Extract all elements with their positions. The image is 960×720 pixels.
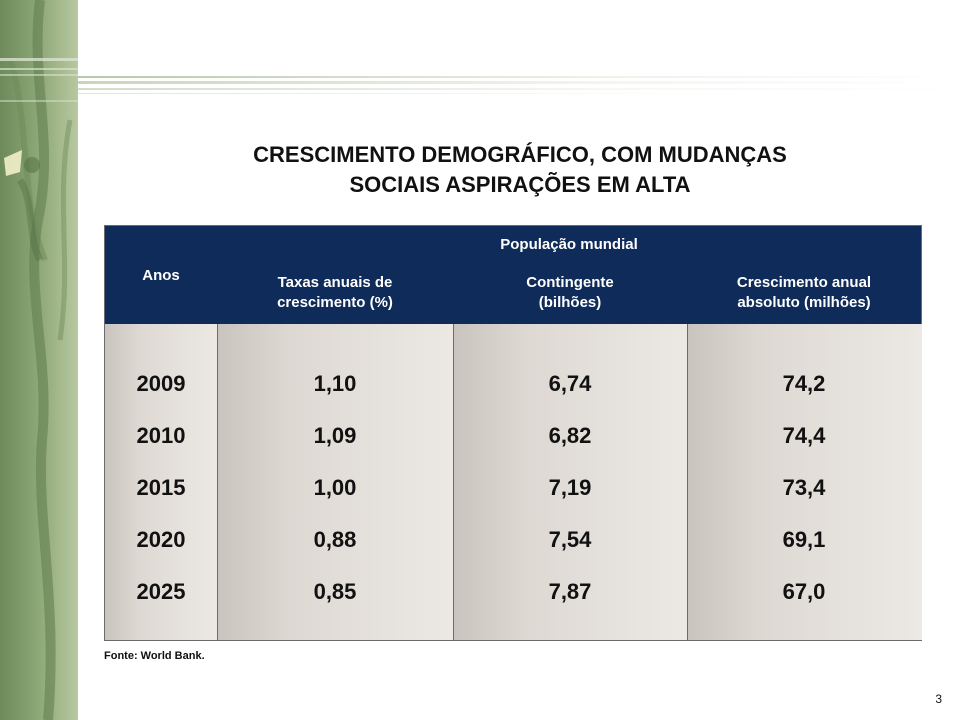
population-count-column	[453, 324, 688, 640]
table-cell-year: 2010	[136, 423, 186, 448]
header-population-count: Contingente (bilhões)	[453, 262, 687, 324]
tree-illustration	[0, 0, 78, 720]
decorative-stripe	[78, 81, 960, 84]
table-cell-growth: 74,2	[782, 371, 826, 396]
table-cell-population: 7,87	[548, 579, 592, 604]
population-table: Anos População mundial Taxas anuais de c…	[104, 225, 922, 641]
table-cell-growth: 73,4	[782, 475, 826, 500]
table-cell-population: 7,19	[548, 475, 592, 500]
decorative-side-band	[0, 0, 78, 720]
table-cell-rate: 0,85	[313, 579, 357, 604]
header-world-population: População mundial	[217, 226, 921, 263]
growth-rate-column	[217, 324, 454, 640]
table-cell-growth: 67,0	[782, 579, 826, 604]
table-cell-year: 2015	[136, 475, 186, 500]
table-cell-rate: 1,10	[313, 371, 357, 396]
header-years: Anos	[105, 226, 217, 324]
table-cell-rate: 1,00	[313, 475, 357, 500]
header-growth-rate: Taxas anuais de crescimento (%)	[217, 262, 453, 324]
decorative-stripe	[78, 76, 960, 78]
table-cell-population: 6,82	[548, 423, 592, 448]
decorative-stripe	[78, 88, 960, 90]
slide-title: CRESCIMENTO DEMOGRÁFICO, COM MUDANÇAS SO…	[253, 142, 787, 197]
table-cell-rate: 1,09	[313, 423, 357, 448]
source-note: Fonte: World Bank.	[104, 650, 205, 662]
table-cell-rate: 0,88	[313, 527, 357, 552]
table-cell-growth: 69,1	[782, 527, 826, 552]
table-cell-year: 2009	[136, 371, 186, 396]
table-cell-year: 2025	[136, 579, 186, 604]
table-cell-population: 6,74	[548, 371, 592, 396]
years-column	[105, 324, 217, 640]
page-number: 3	[935, 692, 942, 706]
annual-growth-column	[687, 324, 922, 640]
header-annual-growth: Crescimento anual absoluto (milhões)	[687, 262, 921, 324]
table-cell-growth: 74,4	[782, 423, 826, 448]
table-cell-population: 7,54	[548, 527, 592, 552]
table-cell-year: 2020	[136, 527, 186, 552]
decorative-stripe	[78, 93, 960, 94]
